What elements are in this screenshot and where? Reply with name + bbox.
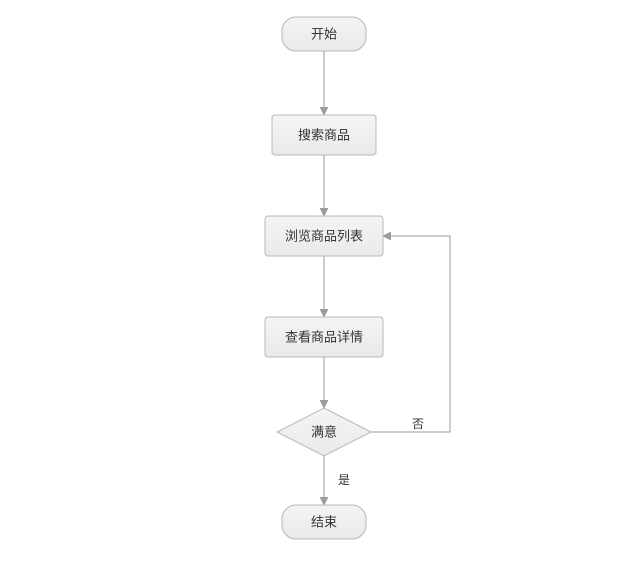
node-browse: 浏览商品列表 — [265, 216, 383, 256]
node-label-detail: 查看商品详情 — [285, 330, 363, 345]
node-label-search: 搜索商品 — [298, 128, 350, 143]
flowchart-canvas: 是 否 开始搜索商品浏览商品列表查看商品详情满意结束 — [0, 0, 640, 563]
node-label-browse: 浏览商品列表 — [285, 229, 363, 244]
edge-label-satisfy-browse: 否 — [412, 417, 424, 431]
node-search: 搜索商品 — [272, 115, 376, 155]
node-detail: 查看商品详情 — [265, 317, 383, 357]
node-end: 结束 — [282, 505, 366, 539]
edge-label-satisfy-end: 是 — [338, 473, 350, 487]
node-start: 开始 — [282, 17, 366, 51]
node-label-end: 结束 — [311, 515, 337, 530]
node-satisfy: 满意 — [277, 408, 371, 456]
node-label-start: 开始 — [311, 27, 337, 42]
node-label-satisfy: 满意 — [311, 425, 337, 440]
